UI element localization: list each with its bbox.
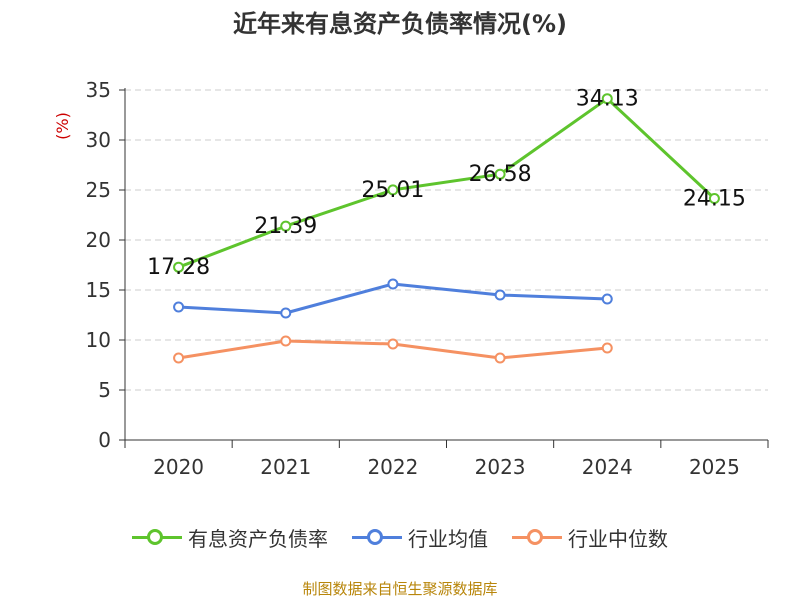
x-tick-label: 2025	[689, 455, 740, 479]
y-tick-label: 30	[86, 128, 111, 152]
data-label: 34.13	[576, 87, 639, 112]
data-point	[387, 278, 399, 290]
y-tick-label: 5	[98, 378, 111, 402]
legend-label: 行业中位数	[568, 526, 668, 551]
x-tick-label: 2022	[367, 455, 418, 479]
series-line	[178, 97, 716, 269]
chart-legend: 有息资产负债率 行业均值 行业中位数	[0, 519, 800, 555]
data-point	[601, 293, 613, 305]
legend-swatch	[512, 527, 562, 547]
data-point	[387, 184, 399, 196]
data-point	[387, 338, 399, 350]
data-point	[708, 193, 720, 204]
legend-item[interactable]: 行业中位数	[512, 523, 668, 552]
x-tick-label: 2021	[260, 455, 311, 479]
data-label: 21.39	[254, 214, 317, 239]
legend-label: 行业均值	[408, 526, 488, 551]
y-tick-label: 35	[86, 78, 111, 102]
data-point	[601, 93, 613, 105]
legend-swatch	[352, 527, 402, 547]
data-point	[494, 352, 506, 364]
data-point	[280, 307, 292, 319]
data-point	[280, 335, 292, 347]
legend-label: 有息资产负债率	[188, 526, 328, 551]
data-point	[173, 261, 185, 273]
data-label: 17.28	[147, 255, 210, 280]
y-tick-label: 0	[98, 428, 111, 452]
legend-swatch	[132, 527, 182, 547]
data-point	[173, 352, 185, 364]
data-label: 26.58	[469, 162, 532, 187]
legend-item[interactable]: 有息资产负债率	[132, 523, 328, 552]
x-tick-label: 2024	[582, 455, 633, 479]
data-label: 24.15	[683, 187, 746, 212]
chart-title: 近年来有息资产负债率情况(%)	[233, 10, 567, 38]
data-point	[494, 168, 506, 180]
y-tick-label: 15	[86, 278, 111, 302]
y-tick-label: 25	[86, 178, 111, 202]
y-tick-label: 20	[86, 228, 111, 252]
y-tick-label: 10	[86, 328, 111, 352]
data-label: 25.01	[361, 178, 424, 203]
data-point	[601, 342, 613, 354]
x-tick-label: 2023	[475, 455, 526, 479]
y-axis-label: (%)	[53, 112, 72, 140]
data-point	[494, 289, 506, 301]
data-point	[280, 220, 292, 232]
legend-item[interactable]: 行业均值	[352, 523, 488, 552]
source-footer: 制图数据来自恒生聚源数据库	[302, 580, 498, 598]
x-tick-label: 2020	[153, 455, 204, 479]
data-point	[173, 301, 185, 313]
